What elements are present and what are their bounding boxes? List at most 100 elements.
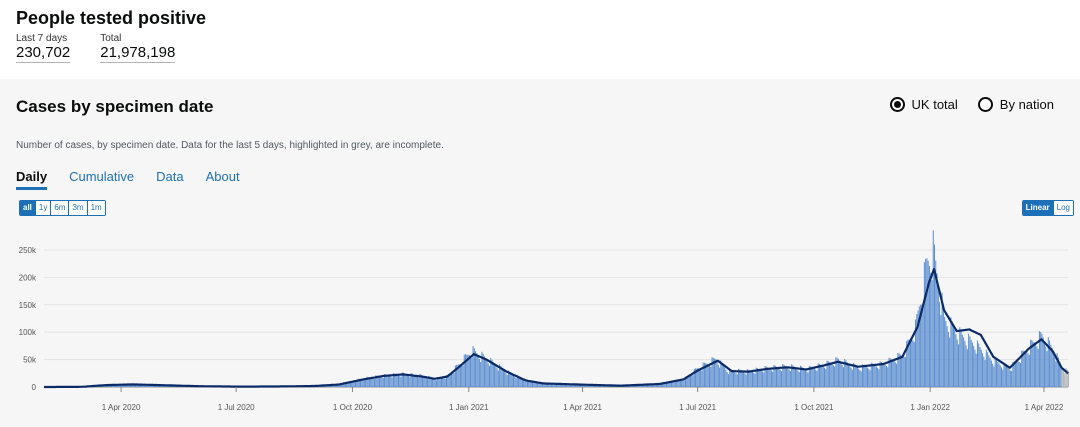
bar bbox=[413, 374, 415, 387]
radio-by-nation[interactable]: By nation bbox=[977, 97, 1054, 112]
bar bbox=[368, 377, 370, 387]
bar bbox=[888, 357, 890, 387]
bar bbox=[801, 366, 803, 387]
bar bbox=[363, 379, 365, 387]
bar bbox=[394, 373, 396, 387]
bar bbox=[808, 366, 810, 387]
bar bbox=[571, 383, 573, 387]
range-3m-button[interactable]: 3m bbox=[69, 201, 88, 215]
bar bbox=[467, 354, 469, 387]
range-1y-button[interactable]: 1y bbox=[35, 201, 52, 215]
bar bbox=[519, 377, 521, 387]
bar bbox=[1055, 361, 1057, 387]
bar bbox=[135, 385, 137, 387]
bar bbox=[898, 353, 900, 387]
tab-cumulative[interactable]: Cumulative bbox=[69, 169, 135, 184]
bar bbox=[918, 306, 920, 387]
bar bbox=[920, 304, 922, 387]
bar bbox=[348, 381, 350, 387]
bar bbox=[416, 376, 418, 387]
bar bbox=[714, 358, 716, 387]
average-line bbox=[44, 268, 1069, 389]
radio-unselected-icon[interactable] bbox=[977, 97, 993, 112]
metric-last-7-days[interactable]: Last 7 days 230,702 bbox=[16, 33, 71, 63]
bar bbox=[1006, 365, 1008, 387]
bar bbox=[668, 381, 670, 387]
bar bbox=[834, 366, 836, 387]
bar bbox=[405, 374, 407, 387]
bar bbox=[866, 367, 869, 387]
scale-log-button[interactable]: Log bbox=[1053, 201, 1073, 215]
bar bbox=[557, 383, 559, 387]
bar bbox=[531, 382, 533, 387]
bar bbox=[985, 349, 987, 387]
bar bbox=[705, 363, 707, 387]
bar bbox=[887, 367, 889, 387]
tab-daily[interactable]: Daily bbox=[16, 169, 48, 190]
bar bbox=[740, 370, 742, 387]
bar bbox=[438, 377, 440, 387]
bar bbox=[907, 339, 909, 387]
bar bbox=[754, 373, 756, 387]
range-1m-button[interactable]: 1m bbox=[87, 201, 105, 215]
bar bbox=[341, 383, 343, 387]
bar bbox=[362, 379, 364, 387]
bar bbox=[909, 338, 911, 387]
radio-uk-total[interactable]: UK total bbox=[889, 97, 958, 112]
metric-total[interactable]: Total 21,978,198 bbox=[100, 33, 176, 63]
x-tick-label: 1 Oct 2020 bbox=[333, 403, 373, 412]
bar bbox=[1037, 348, 1039, 387]
bar bbox=[792, 365, 794, 387]
x-tick-label: 1 Oct 2021 bbox=[794, 403, 834, 412]
bar bbox=[712, 357, 714, 387]
bar bbox=[695, 368, 697, 387]
range-all-button[interactable]: all bbox=[20, 201, 36, 215]
bar bbox=[681, 379, 683, 387]
bar bbox=[665, 383, 667, 387]
bar bbox=[1017, 361, 1019, 387]
bar bbox=[518, 376, 520, 387]
bar bbox=[1021, 350, 1023, 387]
bar bbox=[357, 378, 359, 387]
bar bbox=[513, 375, 515, 387]
bar bbox=[687, 375, 689, 387]
bar bbox=[879, 361, 881, 387]
bar bbox=[1056, 353, 1058, 387]
bar bbox=[421, 375, 424, 387]
tab-data[interactable]: Data bbox=[156, 169, 184, 184]
bar bbox=[701, 370, 703, 387]
bar bbox=[933, 244, 936, 387]
y-tick-label: 0 bbox=[32, 383, 37, 392]
bar bbox=[769, 369, 771, 387]
bar bbox=[777, 367, 779, 387]
bar bbox=[485, 358, 487, 387]
bar bbox=[674, 382, 676, 387]
bar bbox=[523, 380, 525, 387]
bar bbox=[344, 383, 346, 387]
bar bbox=[572, 384, 574, 387]
bar bbox=[117, 385, 119, 387]
y-tick-label: 100k bbox=[19, 328, 37, 337]
bar bbox=[549, 383, 551, 387]
radio-selected-icon[interactable] bbox=[889, 97, 905, 112]
bar bbox=[409, 377, 411, 387]
bar bbox=[528, 380, 530, 387]
bar bbox=[947, 331, 949, 387]
bar bbox=[475, 351, 477, 387]
bar bbox=[1040, 331, 1042, 387]
bar bbox=[491, 359, 493, 387]
scale-linear-button[interactable]: Linear bbox=[1022, 201, 1054, 215]
bar bbox=[530, 381, 532, 387]
tab-about[interactable]: About bbox=[205, 169, 240, 184]
bar bbox=[516, 375, 518, 387]
bar bbox=[966, 349, 968, 387]
bar bbox=[343, 383, 345, 387]
bar bbox=[375, 375, 377, 387]
bar bbox=[124, 384, 126, 387]
bar bbox=[738, 368, 740, 387]
bar bbox=[1042, 337, 1044, 387]
bar bbox=[825, 369, 827, 387]
bar bbox=[820, 364, 822, 387]
range-6m-button[interactable]: 6m bbox=[51, 201, 70, 215]
bar bbox=[381, 377, 383, 387]
